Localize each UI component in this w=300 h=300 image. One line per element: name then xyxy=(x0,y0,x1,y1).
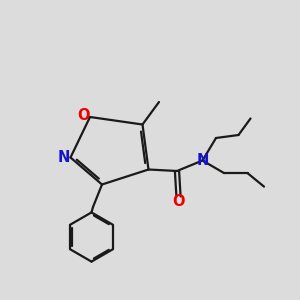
Text: O: O xyxy=(172,194,185,209)
Text: O: O xyxy=(77,108,90,123)
Text: N: N xyxy=(196,153,209,168)
Text: N: N xyxy=(58,150,70,165)
